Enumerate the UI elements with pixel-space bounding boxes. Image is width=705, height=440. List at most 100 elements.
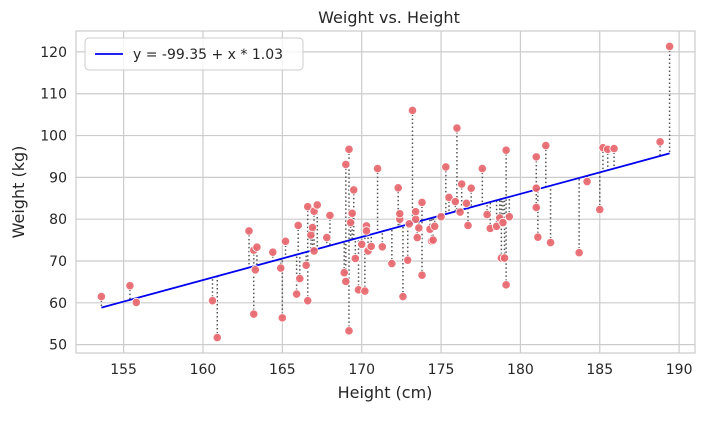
x-tick-label: 190 <box>666 362 693 378</box>
data-point <box>482 209 492 220</box>
legend: y = -99.35 + x * 1.03 <box>84 37 304 71</box>
data-point <box>417 270 427 280</box>
residual-lines <box>100 46 671 338</box>
data-point <box>498 217 508 228</box>
plot-frame <box>75 30 696 354</box>
x-tick-label: 170 <box>348 362 375 378</box>
y-tick-label: 70 <box>49 254 67 270</box>
x-tick-label: 180 <box>507 362 534 378</box>
data-point <box>582 176 592 187</box>
data-point <box>403 255 413 265</box>
data-point <box>312 200 322 210</box>
data-point <box>436 212 446 222</box>
y-tick-label: 50 <box>49 338 67 354</box>
data-point <box>325 210 335 221</box>
plot-area <box>76 31 695 353</box>
data-point <box>377 242 387 252</box>
data-point <box>344 144 354 154</box>
data-point <box>574 248 584 258</box>
data-point <box>398 291 408 302</box>
data-point <box>501 280 511 290</box>
legend-label: y = -99.35 + x * 1.03 <box>133 47 283 63</box>
data-point <box>344 326 354 336</box>
data-point <box>268 247 278 257</box>
data-point <box>366 241 376 251</box>
x-tick-label: 160 <box>190 362 217 378</box>
data-point <box>357 239 367 249</box>
x-tick-label: 185 <box>586 362 613 378</box>
data-point <box>280 236 291 246</box>
y-tick-label: 60 <box>49 296 67 312</box>
data-point <box>545 238 556 248</box>
x-tick-label: 165 <box>269 362 296 378</box>
data-point <box>347 208 357 218</box>
data-point <box>665 41 675 52</box>
data-point <box>309 246 319 256</box>
data-point <box>531 183 541 193</box>
data-point <box>125 281 135 291</box>
data-point <box>533 232 543 242</box>
x-tick-labels: 155 160 165 170 175 180 185 190 <box>110 362 692 378</box>
data-point <box>322 232 332 243</box>
data-point <box>250 265 260 275</box>
y-tick-label: 120 <box>40 45 67 61</box>
data-point <box>444 192 454 203</box>
data-point <box>504 212 514 222</box>
x-tick-label: 155 <box>110 362 137 378</box>
data-point <box>430 221 440 231</box>
data-point <box>360 286 370 296</box>
data-point <box>96 291 106 302</box>
regression-line-group <box>101 152 670 309</box>
chart-title: Weight vs. Height <box>318 8 460 27</box>
data-point <box>411 207 421 217</box>
y-tick-label: 80 <box>49 212 67 228</box>
x-tick-label: 175 <box>428 362 455 378</box>
y-tick-labels: 50 60 70 80 90 100 110 120 <box>40 45 67 354</box>
data-point <box>452 123 462 133</box>
data-point <box>276 263 286 273</box>
regression-line <box>101 152 670 309</box>
data-point <box>463 220 473 231</box>
data-point <box>277 313 287 323</box>
data-point <box>295 273 305 284</box>
data-point <box>609 143 619 154</box>
data-point <box>303 296 313 306</box>
data-point <box>417 197 427 208</box>
y-axis-label: Weight (kg) <box>9 146 28 239</box>
data-point <box>372 163 383 174</box>
data-point <box>501 145 511 155</box>
data-point <box>477 163 487 174</box>
data-point <box>655 137 665 147</box>
data-point <box>341 276 351 287</box>
data-point <box>131 297 141 307</box>
data-point <box>303 202 313 212</box>
data-point <box>349 185 359 195</box>
data-point <box>307 222 318 233</box>
data-point <box>339 268 349 278</box>
data-point <box>249 309 259 319</box>
data-point <box>207 296 218 306</box>
data-point <box>450 197 460 207</box>
legend-box <box>84 37 304 71</box>
data-point <box>341 159 351 169</box>
y-tick-label: 110 <box>40 87 67 103</box>
data-point <box>293 220 303 231</box>
data-point <box>345 217 356 228</box>
data-point <box>428 235 438 245</box>
data-point <box>414 223 424 233</box>
data-point <box>212 332 222 343</box>
data-point <box>457 179 467 189</box>
data-point <box>387 258 397 269</box>
data-point <box>531 152 541 162</box>
data-point <box>292 289 302 299</box>
data-point <box>595 204 605 215</box>
data-point <box>252 242 262 252</box>
y-tick-label: 90 <box>49 170 67 186</box>
y-tick-label: 100 <box>40 129 67 145</box>
data-point <box>455 207 465 217</box>
data-point <box>361 226 372 236</box>
data-point <box>301 260 311 270</box>
x-gridlines <box>123 31 680 353</box>
data-point <box>244 226 254 236</box>
data-point <box>466 183 476 193</box>
